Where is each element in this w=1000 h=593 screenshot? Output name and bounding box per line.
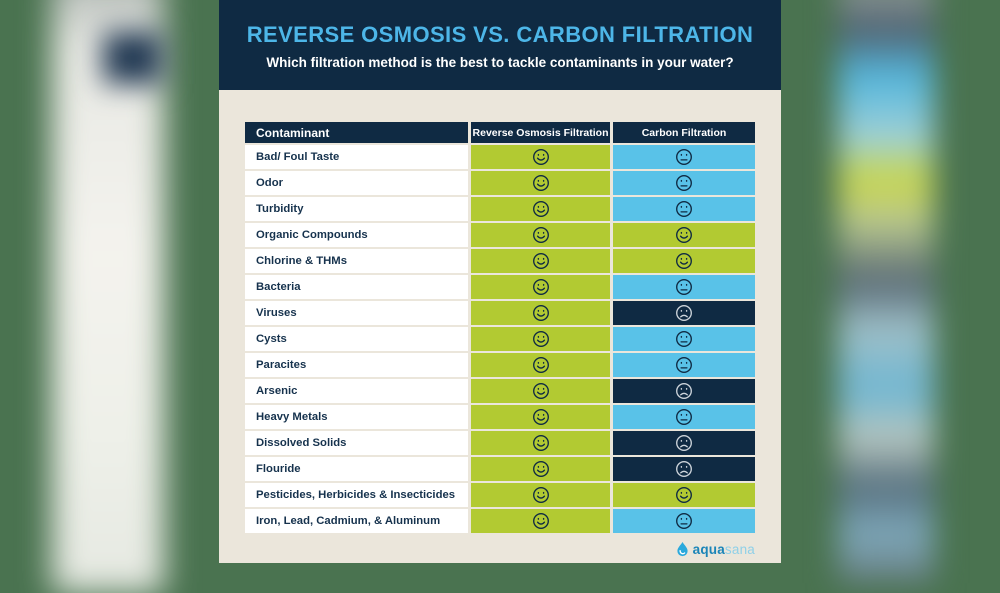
contaminant-label: Bad/ Foul Taste: [245, 145, 468, 169]
header-banner: REVERSE OSMOSIS VS. CARBON FILTRATION Wh…: [219, 0, 781, 90]
reverse-osmosis-rating-cell: [471, 197, 610, 221]
happy-face-icon: [532, 175, 549, 191]
reverse-osmosis-rating-cell: [471, 249, 610, 273]
happy-face-icon: [532, 331, 549, 347]
neutral-face-icon: [676, 201, 692, 217]
page-title: REVERSE OSMOSIS VS. CARBON FILTRATION: [246, 22, 754, 47]
neutral-face-icon: [676, 175, 692, 191]
happy-face-icon: [532, 383, 549, 399]
contaminant-label: Pesticides, Herbicides & Insecticides: [245, 483, 468, 507]
reverse-osmosis-rating-cell: [471, 275, 610, 299]
carbon-rating-cell: [613, 275, 755, 299]
neutral-face-icon: [676, 331, 692, 347]
happy-face-icon: [532, 461, 549, 477]
carbon-rating-cell: [613, 405, 755, 429]
column-header-carbon: Carbon Filtration: [613, 122, 755, 143]
comparison-table: Contaminant Reverse Osmosis Filtration C…: [245, 122, 755, 533]
reverse-osmosis-rating-cell: [471, 509, 610, 533]
backdrop-blur-strip-left: [52, 0, 164, 593]
happy-face-icon: [532, 409, 549, 425]
contaminant-label: Flouride: [245, 457, 468, 481]
carbon-rating-cell: [613, 353, 755, 377]
brand-aqua: aqua: [692, 541, 725, 557]
reverse-osmosis-rating-cell: [471, 171, 610, 195]
infographic-card: REVERSE OSMOSIS VS. CARBON FILTRATION Wh…: [219, 0, 781, 563]
reverse-osmosis-rating-cell: [471, 145, 610, 169]
sad-face-icon: [676, 461, 692, 477]
reverse-osmosis-rating-cell: [471, 379, 610, 403]
contaminant-label: Organic Compounds: [245, 223, 468, 247]
carbon-rating-cell: [613, 509, 755, 533]
contaminant-label: Iron, Lead, Cadmium, & Aluminum: [245, 509, 468, 533]
happy-face-icon: [676, 487, 692, 503]
carbon-rating-cell: [613, 431, 755, 455]
reverse-osmosis-rating-cell: [471, 223, 610, 247]
carbon-rating-cell: [613, 483, 755, 507]
contaminant-label: Arsenic: [245, 379, 468, 403]
happy-face-icon: [532, 435, 549, 451]
contaminant-label: Heavy Metals: [245, 405, 468, 429]
carbon-rating-cell: [613, 327, 755, 351]
happy-face-icon: [676, 227, 692, 243]
neutral-face-icon: [676, 279, 692, 295]
happy-face-icon: [532, 357, 549, 373]
contaminant-label: Chlorine & THMs: [245, 249, 468, 273]
carbon-rating-cell: [613, 301, 755, 325]
neutral-face-icon: [676, 513, 692, 529]
happy-face-icon: [532, 201, 549, 217]
contaminant-label: Paracites: [245, 353, 468, 377]
water-drop-icon: [677, 541, 688, 556]
carbon-rating-cell: [613, 457, 755, 481]
contaminant-label: Turbidity: [245, 197, 468, 221]
happy-face-icon: [532, 227, 549, 243]
reverse-osmosis-rating-cell: [471, 353, 610, 377]
reverse-osmosis-rating-cell: [471, 457, 610, 481]
happy-face-icon: [532, 305, 549, 321]
carbon-rating-cell: [613, 223, 755, 247]
reverse-osmosis-rating-cell: [471, 483, 610, 507]
backdrop-blur-blob-navy: [103, 32, 163, 84]
brand-wordmark: aquasana: [693, 542, 755, 557]
reverse-osmosis-rating-cell: [471, 327, 610, 351]
neutral-face-icon: [676, 357, 692, 373]
happy-face-icon: [532, 279, 549, 295]
happy-face-icon: [532, 487, 549, 503]
footer: aquasana: [245, 540, 755, 558]
carbon-rating-cell: [613, 197, 755, 221]
contaminant-label: Cysts: [245, 327, 468, 351]
happy-face-icon: [532, 149, 549, 165]
carbon-rating-cell: [613, 249, 755, 273]
sad-face-icon: [676, 383, 692, 399]
reverse-osmosis-rating-cell: [471, 405, 610, 429]
contaminant-label: Bacteria: [245, 275, 468, 299]
column-header-reverse-osmosis: Reverse Osmosis Filtration: [471, 122, 610, 143]
neutral-face-icon: [676, 409, 692, 425]
backdrop-blur-strip-right: [838, 0, 934, 583]
column-header-contaminant: Contaminant: [245, 122, 468, 143]
happy-face-icon: [532, 513, 549, 529]
contaminant-label: Odor: [245, 171, 468, 195]
neutral-face-icon: [676, 149, 692, 165]
carbon-rating-cell: [613, 145, 755, 169]
brand-sana: sana: [724, 541, 755, 557]
sad-face-icon: [676, 305, 692, 321]
reverse-osmosis-rating-cell: [471, 431, 610, 455]
happy-face-icon: [532, 253, 549, 269]
happy-face-icon: [676, 253, 692, 269]
reverse-osmosis-rating-cell: [471, 301, 610, 325]
sad-face-icon: [676, 435, 692, 451]
carbon-rating-cell: [613, 171, 755, 195]
contaminant-label: Dissolved Solids: [245, 431, 468, 455]
contaminant-label: Viruses: [245, 301, 468, 325]
carbon-rating-cell: [613, 379, 755, 403]
page-subtitle: Which filtration method is the best to t…: [266, 55, 734, 70]
